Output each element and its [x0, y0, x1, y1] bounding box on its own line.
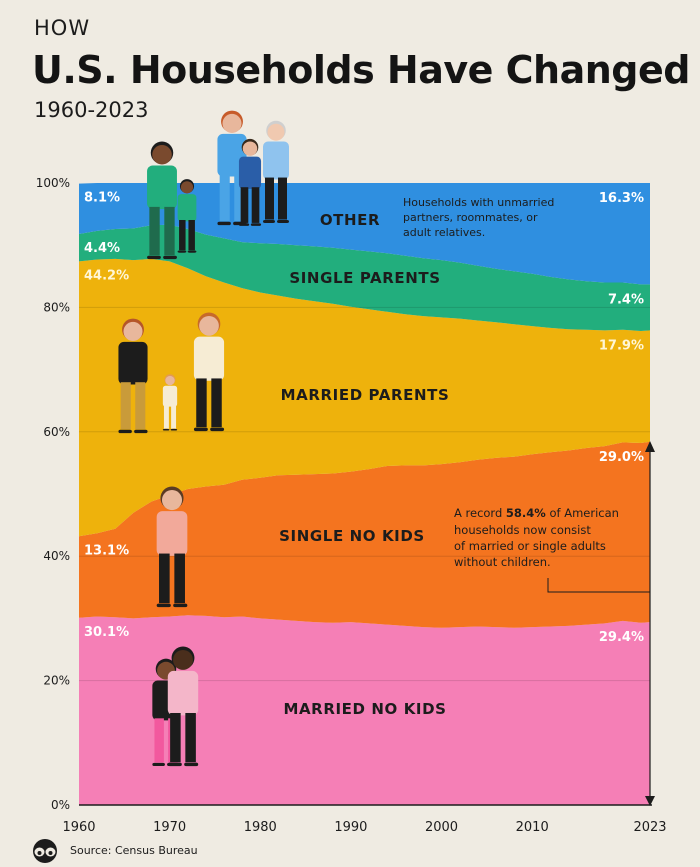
arrow-down-icon [645, 796, 655, 806]
y-tick-label: 40% [43, 549, 70, 563]
start-label-single_parents: 4.4% [84, 241, 120, 256]
person-other-child-icon [177, 179, 197, 253]
category-label-single_parents: SINGLE PARENTS [289, 269, 440, 287]
person-child-icon [162, 374, 178, 431]
record-note-line: A record 58.4% of American [454, 506, 619, 520]
page-subtitle: 1960-2023 [34, 98, 149, 122]
category-label-single_no_kids: SINGLE NO KIDS [279, 527, 425, 545]
y-tick-label: 60% [43, 425, 70, 439]
end-label-married_no_kids: 29.4% [599, 630, 644, 645]
area-single_parents [79, 224, 650, 331]
end-label-other: 16.3% [599, 191, 644, 206]
other-note-line: Households with unmarried [403, 196, 554, 209]
record-bracket [547, 578, 650, 593]
other-note-line: adult relatives. [403, 226, 485, 239]
x-tick-label: 2023 [633, 820, 666, 835]
other-note-line: partners, roommates, or [403, 211, 538, 224]
x-tick-label: 1990 [334, 820, 367, 835]
x-tick-label: 1980 [244, 820, 277, 835]
area-layers [79, 183, 650, 805]
end-label-single_no_kids: 29.0% [599, 450, 644, 465]
person-mother-icon [118, 318, 148, 434]
start-label-other: 8.1% [84, 191, 120, 206]
axes: 0% 20% 40% 60% 80% 100% 1960 1970 1980 1990 2000 20… [36, 176, 667, 835]
end-label-married_parents: 17.9% [599, 338, 644, 353]
y-tick-label: 100% [36, 176, 70, 190]
category-label-married_parents: MARRIED PARENTS [281, 386, 450, 404]
brand-logo-icon [33, 839, 57, 863]
area-single_no_kids [79, 441, 650, 628]
y-tick-label: 80% [43, 300, 70, 314]
person-other-teen-icon [238, 138, 262, 226]
person-husband-icon [167, 646, 199, 767]
title-kicker: HOW [34, 16, 91, 40]
record-note-line: households now consist [454, 523, 591, 537]
person-father-icon [193, 312, 225, 432]
category-label-married_no_kids: MARRIED NO KIDS [283, 700, 446, 718]
page-title: U.S. Households Have Changed [32, 48, 690, 92]
person-other-adult-icon [147, 141, 177, 260]
x-tick-label: 2010 [516, 820, 549, 835]
record-note-line: of married or single adults [454, 539, 606, 553]
illustrations [118, 110, 289, 767]
annotations: Households with unmarried partners, roomm… [403, 196, 655, 806]
x-tick-label: 1970 [153, 820, 186, 835]
y-tick-label: 20% [43, 674, 70, 688]
person-single-icon [156, 486, 188, 608]
data-labels: 30.1% 29.4% 13.1% 29.0% 44.2% 17.9% 4.4% 7.4% 8.… [84, 191, 644, 718]
x-tick-label: 2000 [425, 820, 458, 835]
start-label-single_no_kids: 13.1% [84, 543, 129, 558]
category-label-other: OTHER [320, 211, 380, 229]
record-note-line: without children. [454, 555, 551, 569]
x-tick-label: 1960 [62, 820, 95, 835]
start-label-married_no_kids: 30.1% [84, 625, 129, 640]
person-other-elder-icon [263, 120, 289, 223]
area-married_no_kids [79, 615, 650, 805]
source-note: Source: Census Bureau [70, 844, 198, 857]
start-label-married_parents: 44.2% [84, 268, 129, 283]
end-label-single_parents: 7.4% [608, 292, 644, 307]
y-tick-label: 0% [51, 798, 70, 812]
area-married_parents [79, 258, 650, 537]
arrow-up-icon [645, 441, 655, 452]
